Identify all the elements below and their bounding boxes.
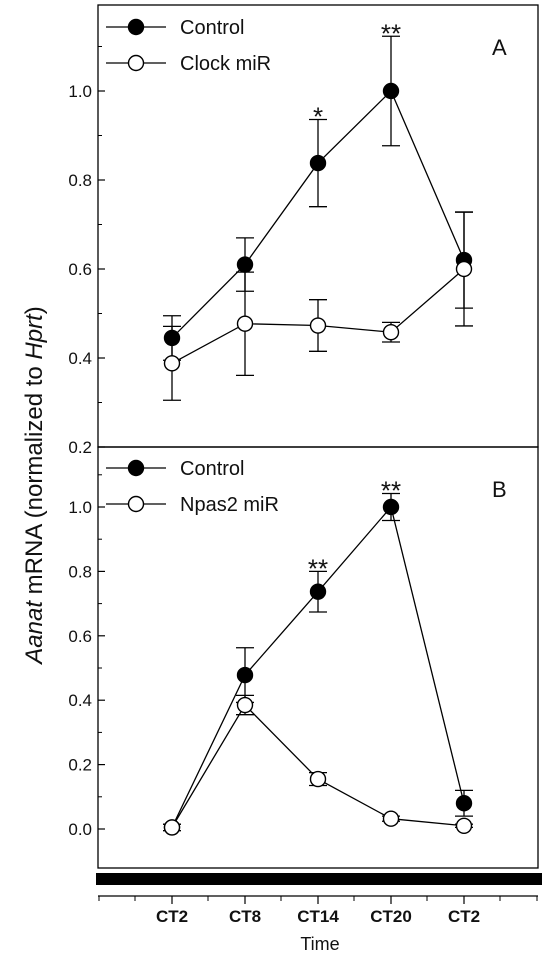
- dark-bar: [96, 873, 542, 885]
- y-tick-label: 1.0: [68, 498, 92, 517]
- data-point-control: [236, 256, 254, 273]
- data-point-control: [236, 666, 254, 684]
- data-point-mir: [382, 323, 400, 341]
- data-point-mir: [236, 315, 254, 332]
- y-tick-label: 0.4: [68, 349, 92, 368]
- data-point-control: [455, 795, 473, 812]
- y-tick-label: 0.4: [68, 691, 92, 710]
- y-tick-label: 0.8: [68, 171, 92, 190]
- data-point-mir: [309, 770, 327, 788]
- legend-label: Control: [180, 458, 244, 480]
- legend-marker: [127, 54, 145, 72]
- significance-marker: **: [308, 553, 328, 583]
- plot-frame: [97, 4, 539, 448]
- panel-label: A: [492, 35, 507, 60]
- data-point-mir: [455, 817, 473, 834]
- data-point-mir: [236, 696, 254, 714]
- x-tick-label: CT2: [448, 907, 480, 926]
- x-tick-label: CT14: [297, 907, 339, 926]
- data-point-mir: [309, 317, 327, 334]
- legend-label: Control: [180, 17, 244, 39]
- significance-marker: **: [381, 475, 401, 505]
- data-point-control: [382, 498, 400, 516]
- y-tick-label: 0.6: [68, 260, 92, 279]
- legend-marker: [127, 495, 145, 513]
- data-point-mir: [163, 819, 181, 836]
- x-axis: CT2 CT8 CT14 CT20 CT2: [96, 873, 542, 926]
- data-point-mir: [163, 355, 181, 372]
- y-tick-label: 0.2: [68, 438, 92, 457]
- legend-label: Clock miR: [180, 53, 271, 75]
- y-tick-label: 1.0: [68, 82, 92, 101]
- data-point-control: [309, 154, 327, 172]
- significance-marker: **: [381, 18, 401, 48]
- data-point-mir: [382, 810, 400, 827]
- x-tick-label: CT20: [370, 907, 412, 926]
- data-point-mir: [455, 260, 473, 278]
- y-axis-title-ref: Hprt: [21, 313, 48, 360]
- data-point-control: [309, 583, 327, 600]
- x-tick-label: CT2: [156, 907, 188, 926]
- series-line-mir: [171, 703, 465, 828]
- y-axis-title-gene: Aanat: [21, 600, 48, 666]
- legend-marker: [127, 18, 145, 36]
- y-tick-label: 0.6: [68, 627, 92, 646]
- y-tick-label: 0.0: [68, 820, 92, 839]
- plot-frame: [97, 446, 539, 869]
- legend-label: Npas2 miR: [180, 494, 279, 516]
- y-axis-title: Aanat mRNA (normalized to Hprt): [21, 306, 48, 665]
- data-point-control: [382, 82, 400, 100]
- y-axis-title-mid: mRNA (normalized to: [21, 360, 48, 601]
- panel-b: 0.0 0.2 0.4 0.6 0.8 1.0 ** ** Control Npas2 miR B: [68, 446, 539, 869]
- y-axis-title-end: ): [21, 306, 48, 314]
- x-axis-title: Time: [300, 934, 339, 954]
- y-tick-label: 0.8: [68, 562, 92, 581]
- y-tick-label: 0.2: [68, 756, 92, 775]
- legend-marker: [127, 459, 145, 477]
- x-tick-label: CT8: [229, 907, 261, 926]
- panel-label: B: [492, 477, 507, 502]
- significance-marker: *: [313, 101, 323, 131]
